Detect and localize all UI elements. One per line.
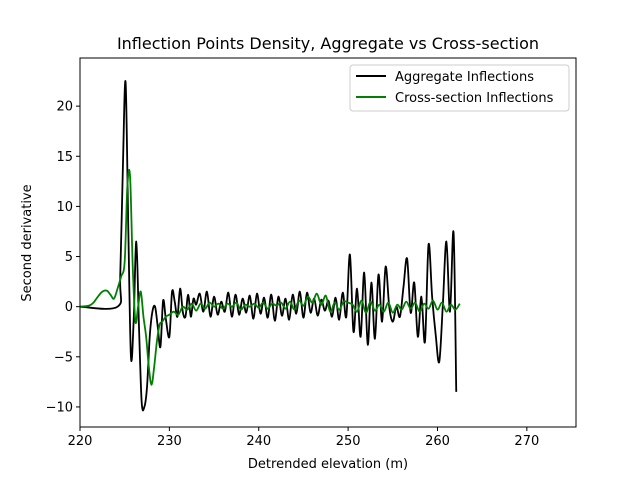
legend-box xyxy=(349,64,570,112)
x-axis-label: Detrended elevation (m) xyxy=(248,457,408,472)
y-axis-label: Second derivative xyxy=(20,184,35,301)
y-tick-label: 15 xyxy=(56,150,73,165)
legend: Aggregate Inflections Cross-section Infl… xyxy=(349,64,570,112)
y-tick-label: −10 xyxy=(46,400,73,415)
y-tick-label: 10 xyxy=(56,200,73,215)
y-tick-label: 20 xyxy=(56,100,73,115)
x-tick-label: 240 xyxy=(246,434,271,449)
x-tick-label: 230 xyxy=(157,434,182,449)
plot-area xyxy=(79,57,577,428)
y-tick-label: 5 xyxy=(65,250,73,265)
x-tick-label: 270 xyxy=(514,434,539,449)
legend-label-cross-section: Cross-section Inflections xyxy=(395,91,554,106)
legend-label-aggregate: Aggregate Inflections xyxy=(395,70,534,85)
chart-title: Inflection Points Density, Aggregate vs … xyxy=(117,34,539,53)
y-tick-label: 0 xyxy=(65,300,73,315)
y-tick-label: −5 xyxy=(54,350,73,365)
x-tick-label: 220 xyxy=(68,434,93,449)
x-tick-label: 260 xyxy=(425,434,450,449)
series-layer xyxy=(80,80,461,412)
series-line-cross-section xyxy=(80,168,461,386)
plot-frame xyxy=(79,57,577,428)
y-axis: −10 −5 0 5 10 15 20 xyxy=(46,100,80,415)
x-axis: 220 230 240 250 260 270 xyxy=(68,427,539,449)
x-tick-label: 250 xyxy=(336,434,361,449)
